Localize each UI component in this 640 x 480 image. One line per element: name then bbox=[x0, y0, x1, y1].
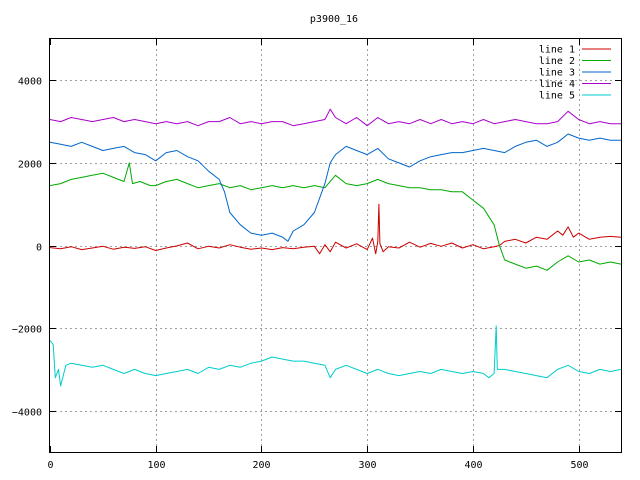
y-tick-label: 2000 bbox=[18, 160, 42, 171]
y-tick-label: −4000 bbox=[12, 408, 42, 419]
y-tick-label: 0 bbox=[36, 243, 42, 254]
axis-ticks: −4000 −2000 0 2000 4000 0 100 200 300 400 500 bbox=[12, 39, 621, 471]
legend-label: line 3 bbox=[539, 68, 575, 79]
series-line-3 bbox=[49, 133, 621, 242]
x-tick-label: 0 bbox=[47, 460, 53, 471]
x-tick-label: 500 bbox=[570, 460, 588, 471]
series-line-4 bbox=[49, 108, 621, 127]
legend-label: line 2 bbox=[539, 56, 575, 67]
y-tick-label: −2000 bbox=[12, 325, 42, 336]
x-tick-label: 100 bbox=[147, 460, 165, 471]
legend-label: line 4 bbox=[539, 79, 575, 90]
x-tick-label: 400 bbox=[464, 460, 482, 471]
series-line-2 bbox=[49, 162, 622, 271]
plot-area-border bbox=[49, 38, 622, 453]
legend-label: line 5 bbox=[539, 91, 575, 102]
series-line-5 bbox=[49, 325, 622, 387]
legend-label: line 1 bbox=[539, 45, 575, 56]
series-line-1 bbox=[49, 203, 622, 255]
chart-title: p3900_16 bbox=[310, 14, 358, 25]
series-lines bbox=[49, 108, 622, 387]
x-tick-label: 300 bbox=[358, 460, 376, 471]
x-tick-label: 200 bbox=[252, 460, 270, 471]
y-tick-label: 4000 bbox=[18, 77, 42, 88]
